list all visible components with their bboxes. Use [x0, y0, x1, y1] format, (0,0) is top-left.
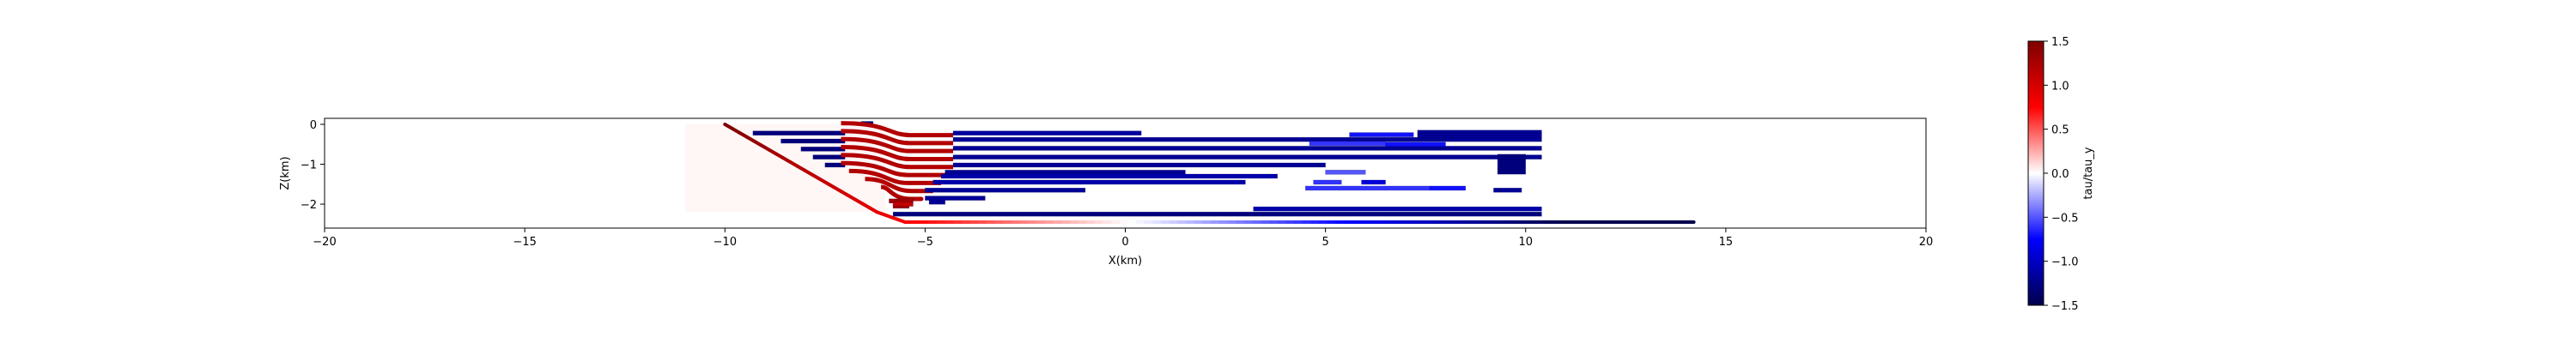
fracture-segment: [1493, 187, 1522, 193]
fracture-segment: [841, 129, 954, 146]
fracture-segment: [892, 202, 914, 207]
colorbar: [2027, 40, 2044, 306]
x-tick-label: 15: [1719, 236, 1734, 249]
fracture-segment: [952, 162, 1326, 168]
fracture-segment: [752, 130, 846, 136]
fracture-segment: [781, 138, 846, 144]
fracture-segment: [952, 130, 1142, 136]
x-tick-label: 0: [1121, 236, 1128, 249]
colorbar-tick-label: −1.5: [2051, 300, 2079, 313]
colorbar-tick-label: 0.0: [2051, 168, 2069, 181]
fracture-segment: [952, 136, 1542, 142]
colorbar-tick-label: 0.5: [2051, 124, 2069, 137]
fault-trace-layer: [723, 122, 1696, 225]
colorbar-tick-label: 1.5: [2051, 36, 2069, 49]
fracture-segment: [841, 153, 954, 170]
fracture-segment: [1325, 170, 1366, 175]
colorbar-label: tau/tau_y: [2082, 147, 2095, 199]
fracture-segment: [940, 173, 1278, 179]
fracture-segment: [800, 147, 846, 152]
fracture-segment: [841, 160, 950, 178]
fracture-segment: [1253, 206, 1542, 212]
fracture-segment: [925, 196, 986, 201]
fracture-segment: [1313, 179, 1342, 185]
fracture-segment: [952, 154, 1542, 159]
fracture-segment: [1429, 185, 1467, 191]
fracture-segment: [841, 136, 954, 153]
fracture-segment: [933, 179, 1246, 185]
fracture-segment: [925, 187, 1086, 193]
y-axis: 0 −1 −2: [301, 119, 325, 212]
fracture-segment: [1385, 141, 1446, 147]
y-axis-label: Z(km): [279, 156, 292, 190]
fracture-segment: [945, 170, 1186, 175]
colorbar-ticks: 1.5 1.0 0.5 0.0 −0.5 −1.0 −1.5: [2044, 36, 2079, 313]
colorbar-tick-label: −0.5: [2051, 212, 2079, 225]
x-axis-label: X(km): [1109, 255, 1142, 268]
fracture-segment: [812, 154, 846, 159]
fracture-segment: [1497, 153, 1527, 175]
x-tick-label: 20: [1919, 236, 1934, 249]
fracture-segment: [928, 199, 945, 205]
x-tick-label: −20: [313, 236, 336, 249]
fracture-layer: [752, 121, 1542, 217]
fracture-segment: [952, 146, 1542, 151]
x-tick-label: −10: [714, 236, 737, 249]
colorbar-tick-label: 1.0: [2051, 80, 2069, 93]
fracture-segment: [1305, 185, 1431, 191]
fracture-segment: [1349, 132, 1414, 137]
x-tick-label: 10: [1518, 236, 1533, 249]
x-tick-label: −15: [513, 236, 536, 249]
x-tick-label: −5: [917, 236, 933, 249]
fracture-segment: [892, 211, 1542, 217]
x-axis: −20 −15 −10 −5 0 5 10 15 20: [313, 228, 1933, 249]
fracture-segment: [841, 144, 954, 161]
y-tick-label: −1: [301, 159, 317, 172]
x-tick-label: 5: [1321, 236, 1328, 249]
fracture-segment: [1417, 133, 1542, 138]
y-tick-label: 0: [310, 119, 317, 132]
y-tick-label: −2: [301, 199, 317, 212]
fracture-segment: [841, 121, 954, 138]
fracture-segment: [1361, 179, 1386, 185]
colorbar-tick-label: −1.0: [2051, 256, 2079, 269]
fracture-segment: [1309, 141, 1386, 147]
